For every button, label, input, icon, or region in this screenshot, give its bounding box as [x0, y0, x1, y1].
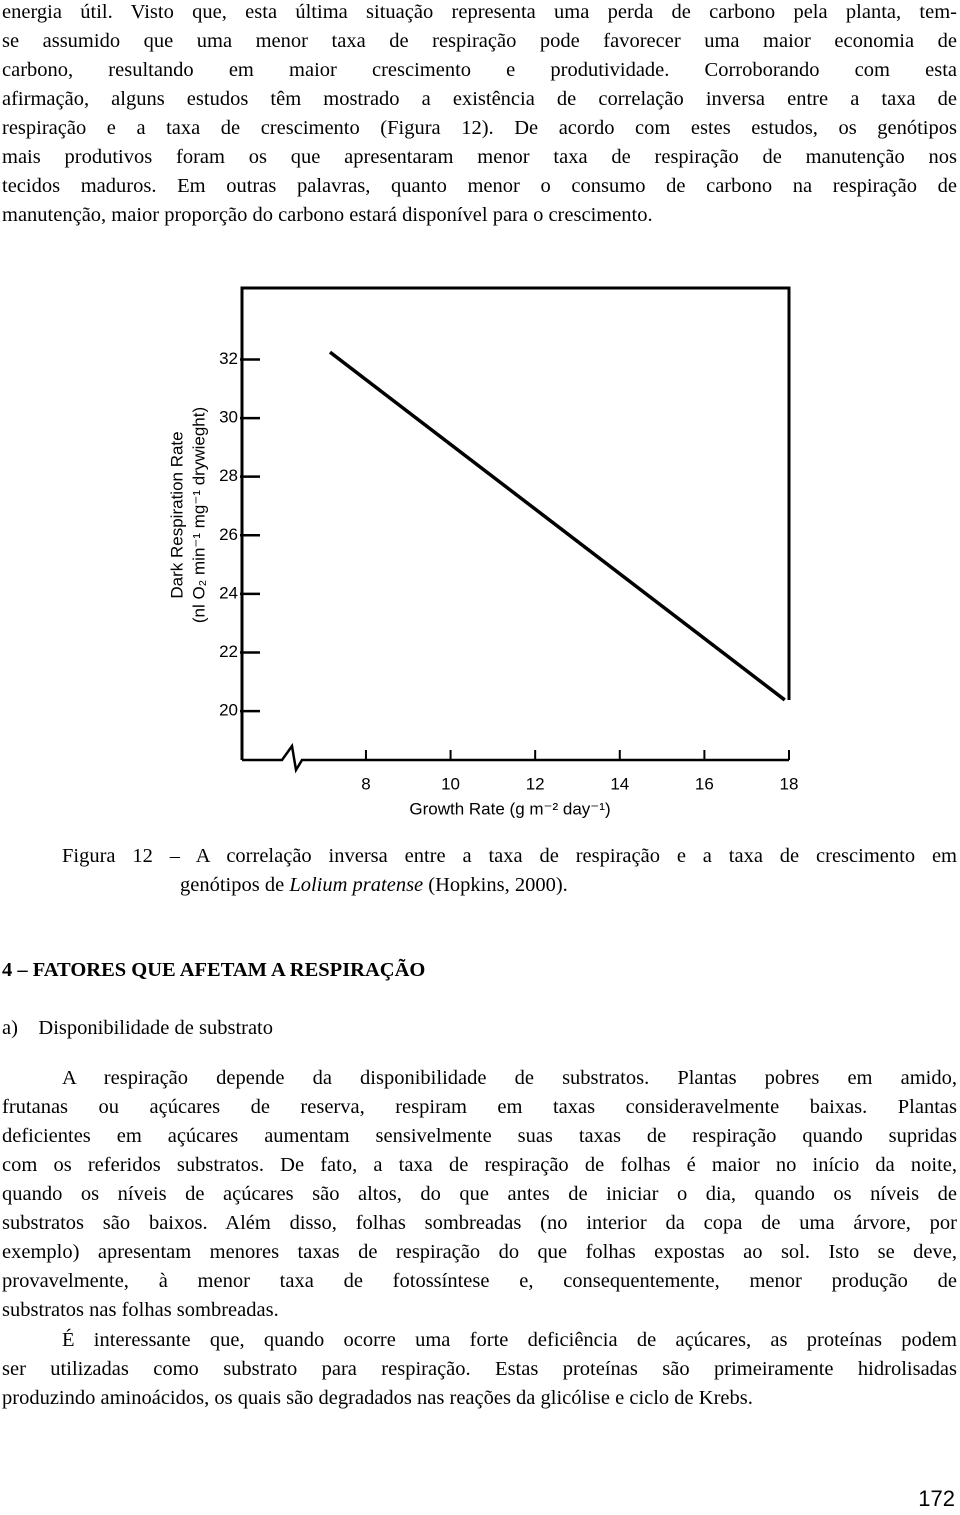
text-line: produzindo aminoácidos, os quais são deg…: [2, 1387, 753, 1409]
x-tick-label: 14: [610, 774, 629, 793]
text-line: mais produtivos foram os que apresentara…: [2, 146, 957, 168]
x-axis-label: Growth Rate (g m⁻² day⁻¹): [409, 799, 610, 818]
text-line: se assumido que uma menor taxa de respir…: [2, 30, 957, 52]
text-line: É interessante que, quando ocorre uma fo…: [62, 1329, 957, 1351]
x-tick-label: 8: [361, 774, 370, 793]
text-line: ser utilizadas como substrato para respi…: [2, 1358, 957, 1380]
text-line: quando os níveis de açúcares são altos, …: [2, 1183, 957, 1205]
x-tick-label: 18: [780, 774, 799, 793]
data-line: [328, 350, 786, 702]
text-line: deficientes em açúcares aumentam sensive…: [2, 1125, 957, 1147]
caption-text: (Hopkins, 2000).: [423, 874, 568, 896]
x-tick-label: 10: [441, 774, 460, 793]
text-line: tecidos maduros. Em outras palavras, qua…: [2, 175, 957, 197]
y-tick-label: 26: [219, 525, 238, 544]
text-line: afirmação, alguns estudos têm mostrado a…: [2, 88, 957, 110]
y-axis-label: (nl O₂ min⁻¹ mg⁻¹ drywieght): [189, 407, 208, 623]
text-line: carbono, resultando em maior crescimento…: [2, 59, 957, 81]
section-heading: 4 – FATORES QUE AFETAM A RESPIRAÇÃO: [2, 959, 426, 981]
text-line: A respiração depende da disponibilidade …: [62, 1067, 957, 1089]
y-tick-label: 28: [219, 466, 238, 485]
text-line: exemplo) apresentam menores taxas de res…: [2, 1241, 957, 1263]
text-line: frutanas ou açúcares de reserva, respira…: [2, 1096, 957, 1118]
subheading: a) Disponibilidade de substrato: [2, 1017, 274, 1039]
x-tick-label: 16: [695, 774, 714, 793]
x-axis: [242, 742, 789, 774]
y-tick-label: 30: [219, 408, 238, 427]
axis-frame: [240, 286, 791, 760]
y-tick-label: 32: [219, 349, 238, 368]
text-line: energia útil. Visto que, esta última sit…: [2, 1, 957, 23]
figure-caption: Figura 12 – A correlação inversa entre a…: [62, 845, 957, 867]
figure-caption-cont: genótipos de Lolium pratense (Hopkins, 2…: [180, 873, 880, 897]
text-line: provavelmente, à menor taxa de fotossínt…: [2, 1270, 957, 1292]
y-tick-label: 22: [219, 642, 238, 661]
text-line: substratos nas folhas sombreadas.: [2, 1299, 279, 1321]
x-tick-label: 12: [526, 774, 545, 793]
species-name: Lolium pratense: [289, 874, 424, 896]
y-tick-label: 24: [219, 583, 238, 602]
text-line: manutenção, maior proporção do carbono e…: [2, 204, 653, 226]
y-axis-label: Dark Respiration Rate: [167, 431, 186, 598]
page-number: 172: [918, 1486, 955, 1511]
caption-text: genótipos de: [180, 874, 290, 896]
text-line: respiração e a taxa de crescimento (Figu…: [2, 117, 957, 139]
y-tick-label: 20: [219, 701, 238, 720]
text-line: substratos são baixos. Além disso, folha…: [2, 1212, 957, 1234]
text-line: com os referidos substratos. De fato, a …: [2, 1154, 957, 1176]
